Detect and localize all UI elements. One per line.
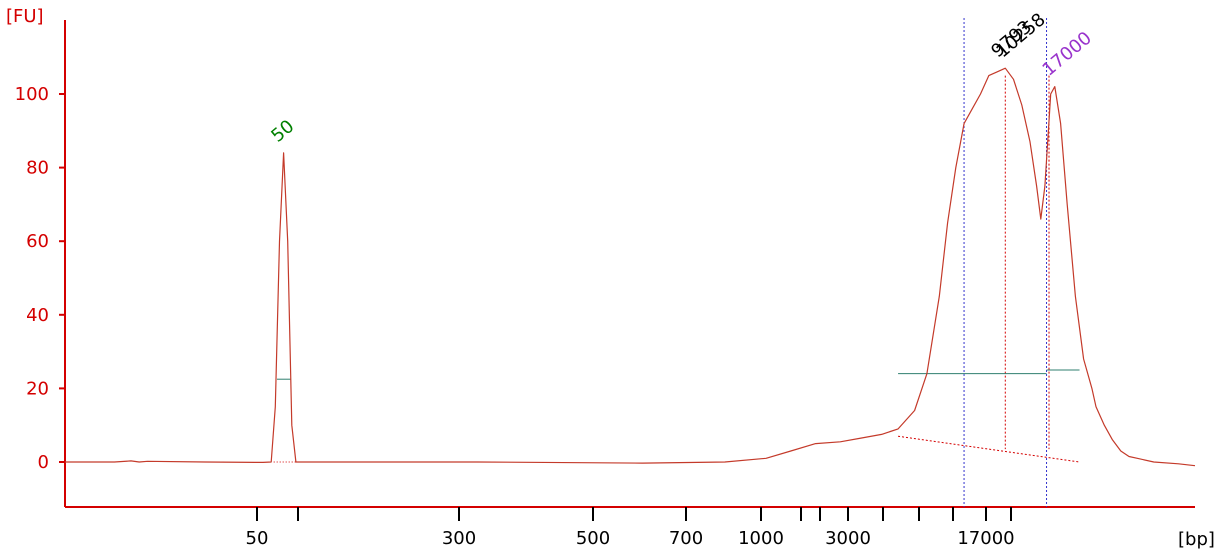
series-layer [65,67,1196,467]
x-tick-label: 50 [246,528,269,549]
x-tick-label: 1000 [738,528,784,549]
y-tick-label: 0 [38,452,49,473]
peak-label: 50 [267,116,298,147]
x-tick-label: 700 [669,528,703,549]
x-ticks: 50 300 500 700 1000 3000 17000 [246,507,1015,549]
y-tick-label: 20 [26,378,49,399]
x-axis-label: [bp] [1178,529,1215,550]
y-tick-label: 100 [15,84,49,105]
x-tick-label: 500 [576,528,610,549]
x-tick-label: 17000 [957,528,1014,549]
y-tick-label: 80 [26,158,49,179]
peak-markers [273,18,1080,507]
y-axis-label: [FU] [6,6,44,27]
x-tick-label: 300 [442,528,476,549]
axes: [FU] [bp] [6,6,1215,550]
y-tick-label: 40 [26,305,49,326]
baseline-line [897,435,1080,463]
y-tick-label: 60 [26,231,49,252]
series-line [65,67,1196,467]
y-ticks: 0 20 40 60 80 100 [15,84,65,473]
x-tick-label: 3000 [825,528,871,549]
peak-label: 17000 [1038,28,1095,81]
